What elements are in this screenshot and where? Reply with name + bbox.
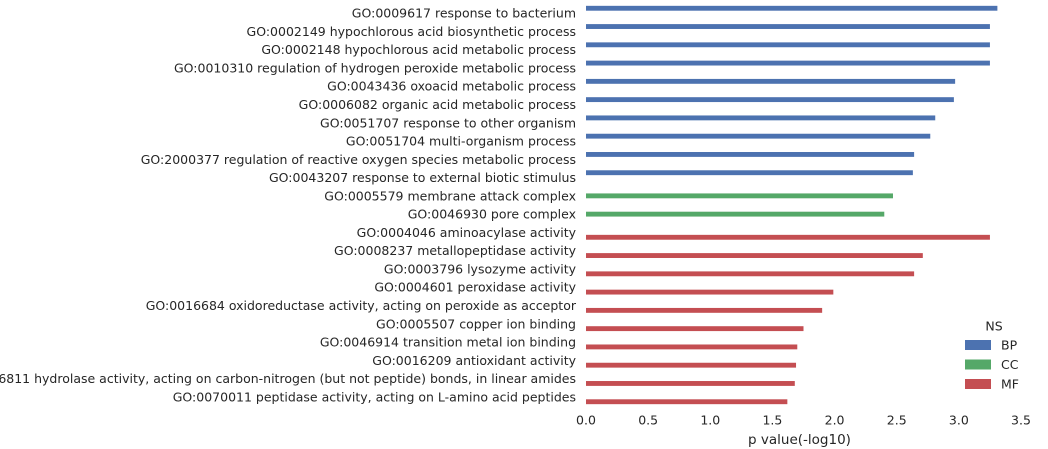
- x-tick-label: 2.0: [825, 413, 845, 428]
- category-label: GO:0070011 peptidase activity, acting on…: [173, 389, 576, 404]
- bar: [586, 97, 954, 103]
- bar: [586, 152, 915, 157]
- category-label: GO:0002148 hypochlorous acid metabolic p…: [261, 42, 576, 57]
- bar: [586, 271, 915, 277]
- legend: NS BP CC MF: [965, 319, 1019, 392]
- x-tick-label: 1.0: [700, 413, 720, 428]
- legend-swatch: [965, 340, 991, 350]
- bar: [586, 170, 913, 176]
- bar: [586, 24, 990, 29]
- category-label: GO:0005579 membrane attack complex: [324, 188, 576, 203]
- bar: [586, 193, 893, 199]
- category-label: GO:0003796 lysozyme activity: [384, 261, 577, 276]
- bar: [586, 399, 788, 405]
- category-label: GO:0016209 antioxidant activity: [372, 353, 576, 368]
- bar: [586, 253, 923, 258]
- category-label: GO:2000377 regulation of reactive oxygen…: [141, 152, 576, 167]
- category-label: GO:0002149 hypochlorous acid biosyntheti…: [247, 24, 576, 39]
- category-label: GO:0043207 response to external biotic s…: [269, 170, 576, 185]
- category-label: GO:0046914 transition metal ion binding: [320, 335, 576, 350]
- x-axis-label: p value(-log10): [748, 432, 851, 448]
- bar: [586, 211, 885, 217]
- legend-swatch: [965, 359, 991, 370]
- category-label: GO:0051707 response to other organism: [320, 115, 576, 130]
- legend-title: NS: [985, 319, 1002, 334]
- bar: [586, 234, 990, 240]
- x-tick-label: 3.5: [1011, 413, 1031, 428]
- bars-group: [586, 5, 998, 405]
- category-label: GO:0051704 multi-organism process: [346, 134, 576, 149]
- bar: [586, 133, 931, 139]
- bar: [586, 5, 998, 11]
- category-label: GO:0010310 regulation of hydrogen peroxi…: [174, 60, 576, 75]
- bar: [586, 60, 990, 66]
- bar: [586, 289, 834, 295]
- x-tick-label: 1.5: [762, 413, 782, 428]
- bar: [586, 362, 797, 368]
- category-labels: GO:0009617 response to bacterium GO:00021…: [0, 6, 577, 405]
- category-label: GO:0005507 copper ion binding: [376, 316, 576, 331]
- x-tick-label: 0.5: [638, 413, 658, 428]
- bar: [586, 115, 936, 121]
- x-tick-label: 0.0: [576, 413, 596, 428]
- bar: [586, 307, 823, 313]
- category-label: GO:0008237 metallopeptidase activity: [334, 243, 577, 258]
- bar: [586, 42, 990, 48]
- category-label: GO:0009617 response to bacterium: [352, 6, 576, 21]
- x-tick-label: 2.5: [887, 413, 907, 428]
- legend-label: MF: [1001, 377, 1019, 392]
- category-label: GO:0046930 pore complex: [408, 207, 576, 222]
- x-tick-labels: 0.0 0.5 1.0 1.5 2.0 2.5 3.0 3.5: [576, 413, 1031, 428]
- category-label: GO:0016684 oxidoreductase activity, acti…: [146, 298, 577, 313]
- bar: [586, 326, 804, 332]
- legend-swatch: [965, 379, 991, 389]
- category-label: GO:0043436 oxoacid metabolic process: [327, 79, 576, 94]
- bar: [586, 78, 956, 84]
- category-label: GO:0004046 aminoacylase activity: [357, 225, 577, 240]
- legend-label: BP: [1001, 338, 1018, 353]
- bar: [586, 381, 795, 386]
- category-label: GO:0004601 peroxidase activity: [374, 280, 576, 295]
- x-tick-label: 3.0: [949, 413, 969, 428]
- bar: [586, 344, 798, 350]
- category-label: GO:0006082 organic acid metabolic proces…: [299, 97, 576, 112]
- legend-label: CC: [1001, 357, 1019, 372]
- category-label: GO:0016811 hydrolase activity, acting on…: [0, 371, 576, 386]
